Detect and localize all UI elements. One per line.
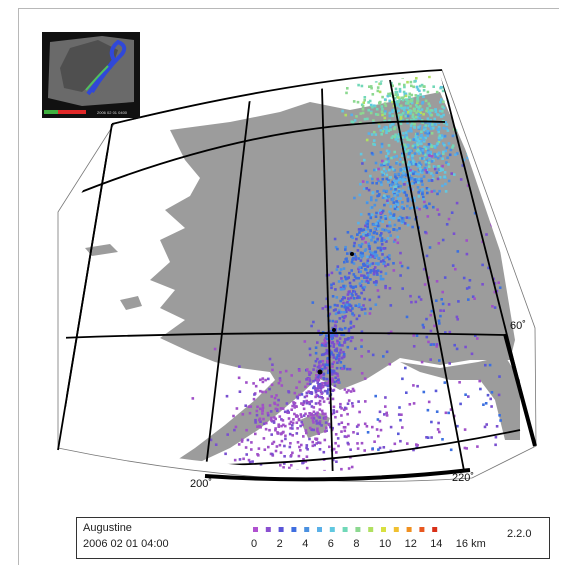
legend-color-swatch (329, 527, 335, 532)
legend-color-swatch (342, 527, 348, 532)
kodiak-island (300, 412, 330, 438)
latitude-label-60: 60˚ (510, 320, 526, 332)
map-edge-right (503, 333, 537, 447)
legend-color-swatch (368, 527, 374, 532)
legend-volcano-name: Augustine (83, 522, 132, 534)
legend-datetime: 2006 02 01 04:00 (83, 538, 169, 550)
map-edge-left (57, 123, 113, 451)
coastal-island-chain (400, 356, 520, 440)
city-marker-fairbanks (350, 252, 354, 256)
legend-tick-label: 8 (353, 538, 360, 550)
legend-box: Augustine 2006 02 01 04:00 2.2.0 0 2 4 6 8 10… (76, 517, 550, 559)
figure-frame (18, 8, 559, 565)
legend-color-swatch (265, 527, 271, 532)
legend-color-swatch (317, 527, 322, 532)
legend-tick-label: 16 km (455, 538, 486, 550)
city-marker-anchorage (332, 328, 336, 332)
legend-color-swatch (355, 527, 361, 532)
legend-scale-ticks: 0 2 4 6 8 10 12 14 16 km (249, 538, 486, 552)
legend-tick-label: 12 (404, 538, 417, 550)
map-edge-bottom (204, 468, 471, 482)
inset-svg: 2006 02 01 0400 (42, 32, 140, 118)
legend-tick-label: 10 (379, 538, 392, 550)
alaska-mainland (150, 92, 515, 472)
inset-timestamp: 2006 02 01 0400 (97, 110, 128, 115)
legend-color-swatch (381, 527, 386, 532)
legend-color-swatch (406, 527, 412, 532)
st-lawrence-island (85, 244, 118, 256)
legend-tick-label: 0 (251, 538, 258, 550)
legend-color-swatch (419, 527, 425, 532)
inset-ash-plume (86, 39, 127, 96)
legend-version: 2.2.0 (507, 528, 532, 540)
map-edge-top (111, 69, 443, 125)
legend-tick-label: 14 (430, 538, 443, 550)
legend-color-swatch (278, 527, 284, 532)
legend-color-swatch (291, 527, 297, 532)
ash-dispersion-map (57, 69, 537, 482)
longitude-label-200: 200˚ (190, 478, 213, 490)
volcano-marker (317, 369, 323, 375)
legend-tick-label: 2 (276, 538, 283, 550)
legend-color-swatch (304, 527, 310, 532)
legend-color-swatch (253, 527, 258, 532)
longitude-label-220: 220˚ (452, 472, 475, 484)
nunivak-island (120, 296, 142, 310)
inset-thumbnail-map: 2006 02 01 0400 (42, 32, 140, 118)
legend-color-scale (253, 527, 438, 532)
legend-tick-label: 6 (327, 538, 334, 550)
legend-color-swatch (432, 527, 438, 532)
legend-color-swatch (393, 527, 399, 532)
legend-tick-label: 4 (302, 538, 309, 550)
